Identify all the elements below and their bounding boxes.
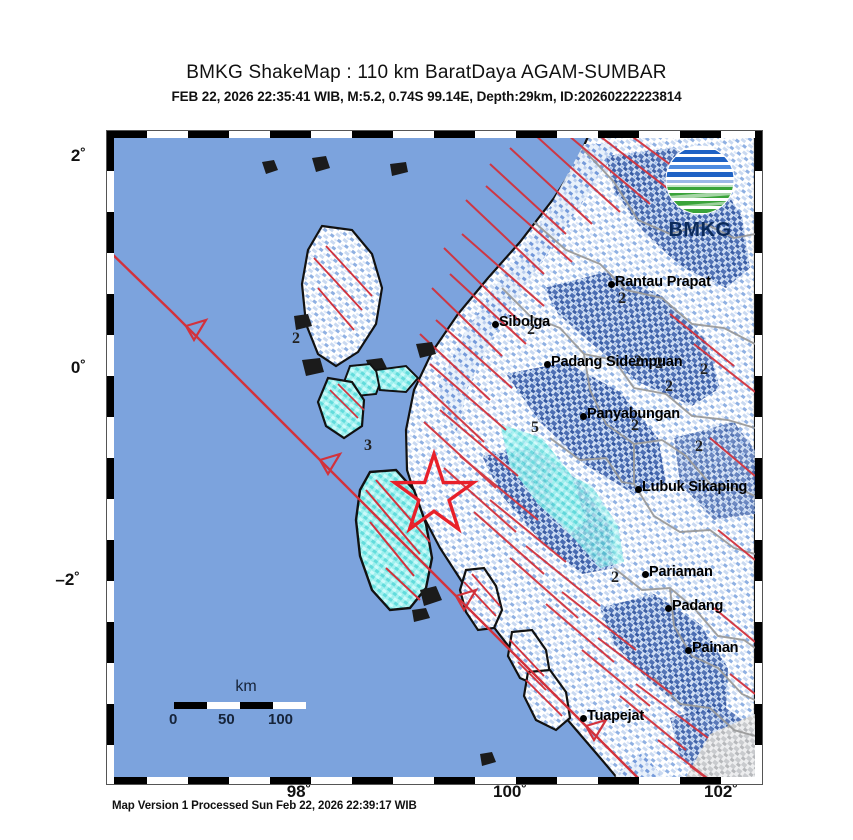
city-label-padang: Padang	[672, 598, 724, 614]
x-axis-label-100e: 100˚	[492, 782, 528, 801]
scale-tick-50: 50	[218, 711, 235, 728]
scale-tick-100: 100	[268, 711, 294, 728]
event-summary-subtitle: FEB 22, 2026 22:35:41 WIB, M:5.2, 0.74S …	[171, 89, 682, 104]
city-dot	[608, 281, 615, 288]
frame-tick-bottom	[106, 777, 763, 785]
contour-label: 2	[700, 361, 708, 378]
city-dot	[580, 413, 587, 420]
city-label-padang-sidempuan: Padang Sidempuan	[551, 354, 683, 370]
frame-tick-left	[106, 130, 114, 785]
city-dot	[665, 605, 672, 612]
contour-label: 3	[364, 437, 372, 454]
page-title: BMKG ShakeMap : 110 km BaratDaya AGAM-SU…	[186, 62, 667, 83]
bmkg-emblem-icon	[665, 145, 735, 215]
epicenter-star-icon	[389, 448, 479, 534]
x-axis-label-102e: 102˚	[703, 782, 739, 801]
contour-label: 2	[665, 378, 673, 395]
contour-label: 2	[292, 330, 300, 347]
city-dot	[685, 647, 692, 654]
city-label-pariaman: Pariaman	[649, 564, 713, 580]
city-label-painan: Painan	[692, 640, 739, 656]
contour-label: 2	[634, 353, 642, 370]
city-label-sibolga: Sibolga	[499, 314, 550, 330]
scale-bar: km 0 50 100	[164, 678, 324, 731]
contour-label: 5	[531, 419, 539, 436]
shakemap-figure[interactable]: Rantau Prapat Sibolga Padang Sidempuan P…	[98, 122, 763, 785]
bmkg-logo-text: BMKG	[668, 219, 732, 241]
scale-tick-labels: 0 50 100	[164, 711, 324, 731]
city-dot	[544, 361, 551, 368]
contour-label: 2	[655, 355, 663, 372]
map-version-footer: Map Version 1 Processed Sun Feb 22, 2026…	[112, 800, 417, 812]
bmkg-logo: BMKG	[649, 140, 751, 248]
y-axis-label-2s: –2˚	[55, 570, 80, 589]
contour-label: 2	[618, 290, 626, 307]
y-axis-label-0: 0˚	[70, 358, 86, 377]
contour-label: 2	[527, 321, 535, 338]
contour-label: 2	[695, 438, 703, 455]
map-canvas[interactable]: Rantau Prapat Sibolga Padang Sidempuan P…	[114, 138, 755, 777]
y-axis-label-2n: 2˚	[70, 146, 86, 165]
title-block: BMKG ShakeMap : 110 km BaratDaya AGAM-SU…	[0, 62, 853, 104]
map-graphics	[114, 138, 755, 777]
x-axis-label-98e: 98˚	[286, 782, 312, 801]
city-dot	[635, 486, 642, 493]
scale-unit-label: km	[235, 678, 257, 695]
contour-label: 2	[631, 417, 639, 434]
city-dot	[642, 571, 649, 578]
city-dot	[580, 715, 587, 722]
city-label-lubuk-sikaping: Lubuk Sikaping	[642, 479, 748, 495]
frame-tick-right	[755, 130, 763, 785]
scale-tick-0: 0	[169, 711, 178, 728]
contour-label: 2	[611, 569, 619, 586]
city-dot	[492, 321, 499, 328]
city-label-tuapejat: Tuapejat	[587, 708, 644, 724]
city-label-panyabungan: Panyabungan	[587, 406, 680, 422]
city-label-rantau-prapat: Rantau Prapat	[615, 274, 711, 290]
scale-ruler	[174, 702, 306, 709]
frame-tick-top	[106, 130, 763, 138]
